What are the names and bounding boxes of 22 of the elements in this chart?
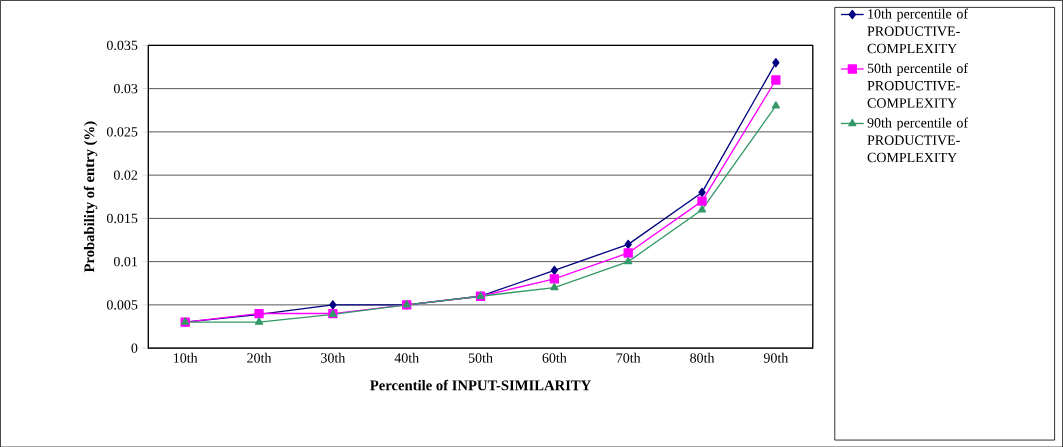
y-tick-label: 0 — [131, 343, 138, 353]
x-tick-label: 20th — [247, 352, 272, 363]
y-tick-label: 0.035 — [106, 40, 138, 50]
y-tick-label: 0.02 — [113, 170, 138, 180]
y-axis-title: Probability of entry (%) — [83, 121, 98, 273]
y-tick-label: 0.01 — [113, 256, 138, 267]
y-tick-label: 0.005 — [106, 299, 138, 310]
legend-label: 10th percentile of PRODUCTIVE-COMPLEXITY — [867, 8, 969, 53]
x-tick-label: 80th — [690, 352, 715, 363]
x-tick-label: 50th — [468, 352, 493, 363]
legend-label: 50th percentile of PRODUCTIVE-COMPLEXITY — [867, 62, 969, 108]
y-tick-label: 0.015 — [106, 213, 138, 223]
x-tick-label: 90th — [763, 352, 789, 363]
y-tick-label: 0.03 — [113, 83, 138, 94]
legend-label: 90th percentile of PRODUCTIVE-COMPLEXITY — [867, 117, 969, 162]
x-tick-label: 60th — [542, 352, 567, 363]
y-tick-label: 0.025 — [106, 126, 138, 137]
x-tick-label: 10th — [174, 352, 198, 363]
x-tick-label: 70th — [616, 352, 641, 363]
x-tick-label: 30th — [321, 352, 346, 363]
x-axis-title: Percentile of INPUT-SIMILARITY — [370, 379, 591, 391]
x-tick-label: 40th — [394, 352, 419, 363]
